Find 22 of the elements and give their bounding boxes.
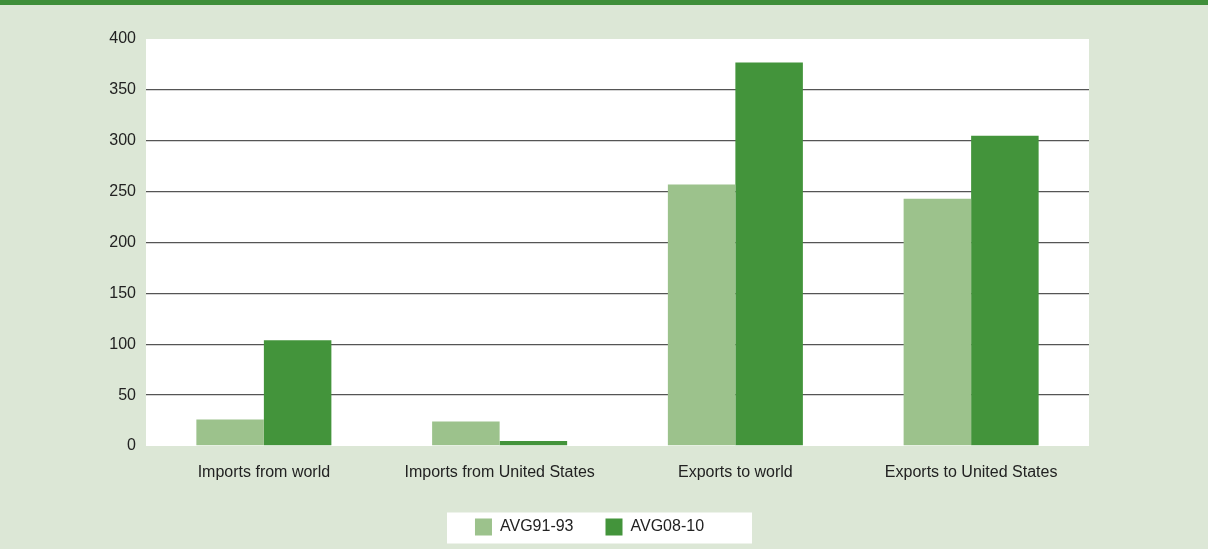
y-tick-label: 0 — [127, 436, 137, 454]
bar — [971, 135, 1039, 446]
bar — [432, 421, 500, 446]
y-tick-label: 150 — [109, 283, 137, 301]
x-tick-label: Imports from world — [197, 463, 331, 481]
y-tick-label: 400 — [109, 29, 137, 47]
y-tick-label: 250 — [109, 182, 137, 200]
legend-label: AVG91-93 — [499, 517, 574, 535]
bar — [903, 198, 972, 446]
bar — [735, 62, 803, 446]
legend-label: AVG08-10 — [630, 517, 705, 535]
bar — [667, 184, 736, 446]
bar — [263, 340, 332, 446]
y-tick-label: 100 — [109, 334, 137, 352]
y-tick-label: 350 — [109, 80, 137, 98]
x-tick-label: Imports from United States — [404, 463, 595, 481]
bar — [196, 419, 264, 446]
x-tick-label: Exports to United States — [884, 463, 1058, 481]
y-tick-label: 200 — [109, 232, 137, 250]
y-tick-label: 50 — [118, 385, 137, 403]
x-tick-label: Exports to world — [678, 463, 793, 481]
y-tick-label: 300 — [109, 131, 137, 149]
